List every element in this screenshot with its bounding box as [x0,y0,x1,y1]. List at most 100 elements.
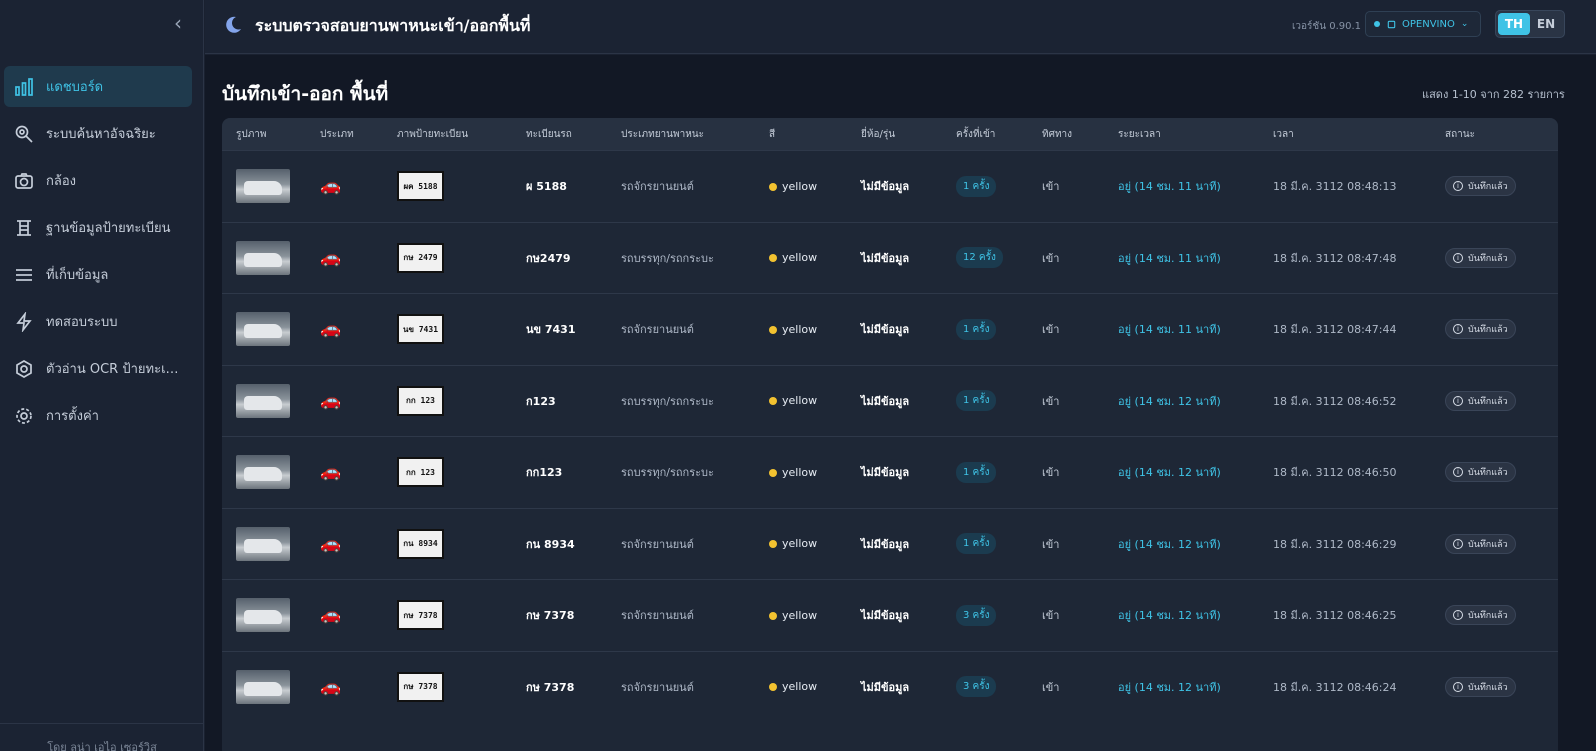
app-title: ระบบตรวจสอบยานพาหนะเข้า/ออกพื้นที่ [255,16,531,35]
info-icon: i [1453,181,1463,192]
registration-number: กก123 [526,466,563,480]
vehicle-photo[interactable] [236,169,290,204]
entry-count-badge: 1 ครั้ง [956,318,997,340]
entry-count-badge: 3 ครั้ง [956,604,997,626]
car-icon: 🚗 [320,533,342,554]
column-header: ยี่ห้อ/รุ่น [861,128,896,140]
brand-model: ไม่มีข้อมูล [861,323,910,337]
column-header: เวลา [1273,128,1294,140]
sidebar-item-smart-search[interactable]: ระบบค้นหาอัจฉริยะ [4,113,192,154]
timestamp: 18 มี.ค. 3112 08:46:29 [1273,537,1397,551]
sidebar-item-dashboard[interactable]: แดชบอร์ด [4,66,192,107]
record-count: แสดง 1-10 จาก 282 รายการ [1422,88,1565,101]
main-content: บันทึกเข้า-ออก พื้นที่ แสดง 1-10 จาก 282… [205,55,1596,751]
table-row[interactable]: 🚗 กก 123 กก123 รถบรรทุก/รถกระบะ yellow ไ… [222,436,1558,508]
plate-image[interactable]: กษ 7378 [397,671,444,702]
chevron-down-icon: ⌄ [1460,19,1469,29]
registration-number: กษ 7378 [526,609,575,623]
lang-en-button[interactable]: EN [1536,17,1556,31]
brand-model: ไม่มีข้อมูล [861,394,910,408]
table-row[interactable]: 🚗 กษ 7378 กษ 7378 รถจักรยานยนต์ yellow ไ… [222,579,1558,651]
records-table: รูปภาพ ประเภท ภาพป้ายทะเบียน ทะเบียนรถ ป… [222,118,1558,751]
page-title: บันทึกเข้า-ออก พื้นที่ [222,83,389,105]
status-label: บันทึกแล้ว [1468,253,1508,264]
sidebar-item-storage[interactable]: ที่เก็บข้อมูล [4,254,192,295]
status-badge[interactable]: i บันทึกแล้ว [1445,605,1516,626]
color-swatch-icon [769,182,777,191]
top-header: ระบบตรวจสอบยานพาหนะเข้า/ออกพื้นที่ เวอร์… [205,0,1596,54]
collapse-sidebar-button[interactable]: ‹ [174,11,182,35]
direction: เข้า [1042,180,1060,194]
vehicle-type: รถจักรยานยนต์ [621,537,694,551]
vehicle-photo[interactable] [236,240,290,275]
list-icon [14,265,34,285]
bar-chart-icon [14,77,34,97]
status-badge[interactable]: i บันทึกแล้ว [1445,533,1516,554]
direction: เข้า [1042,466,1060,480]
status-badge[interactable]: i บันทึกแล้ว [1445,462,1516,483]
direction: เข้า [1042,537,1060,551]
plate-image[interactable]: กษ 2479 [397,242,444,273]
table-row[interactable]: 🚗 กก 123 ก123 รถบรรทุก/รถกระบะ yellow ไม… [222,364,1558,437]
status-badge[interactable]: i บันทึกแล้ว [1445,319,1516,340]
vehicle-photo[interactable] [236,669,290,704]
table-row[interactable]: 🚗 กน 8934 กน 8934 รถจักรยานยนต์ yellow ไ… [222,507,1558,580]
vehicle-photo[interactable] [236,383,290,418]
sidebar-item-settings[interactable]: การตั้งค่า [4,395,192,436]
color-swatch-icon [769,540,777,549]
status-badge[interactable]: i บันทึกแล้ว [1445,247,1516,268]
table-row[interactable]: 🚗 กษ 7378 กษ 7378 รถจักรยานยนต์ yellow ไ… [222,650,1558,723]
car-icon: 🚗 [320,462,342,483]
plate-image[interactable]: กก 123 [397,385,444,416]
table-row[interactable]: 🚗 ผค 5188 ผ 5188 รถจักรยานยนต์ yellow ไม… [222,150,1558,222]
plate-image[interactable]: กษ 7378 [397,600,444,631]
sidebar-item-camera[interactable]: กล้อง [4,160,192,201]
sidebar-item-label: ตัวอ่าน OCR ป้ายทะเบี... [46,362,186,377]
vehicle-color: yellow [782,394,818,408]
table-row[interactable]: 🚗 นข 7431 นข 7431 รถจักรยานยนต์ yellow ไ… [222,293,1558,365]
language-toggle: TH EN [1495,10,1565,38]
camera-icon [14,171,34,191]
status-label: บันทึกแล้ว [1468,325,1508,336]
timestamp: 18 มี.ค. 3112 08:47:48 [1273,251,1397,265]
brand-model: ไม่มีข้อมูล [861,680,910,694]
plate-image[interactable]: ผค 5188 [397,171,444,202]
plate-image[interactable]: กก 123 [397,457,444,488]
direction: เข้า [1042,251,1060,265]
direction: เข้า [1042,323,1060,337]
duration: อยู่ (14 ชม. 12 นาที) [1118,680,1221,694]
sidebar-item-ocr-reader[interactable]: ตัวอ่าน OCR ป้ายทะเบี... [4,348,192,389]
sidebar-item-label: กล้อง [46,174,76,189]
registration-number: ผ 5188 [526,180,567,194]
status-label: บันทึกแล้ว [1468,468,1508,479]
status-badge[interactable]: i บันทึกแล้ว [1445,390,1516,411]
info-icon: i [1453,252,1463,263]
duration: อยู่ (14 ชม. 11 นาที) [1118,323,1221,337]
vehicle-type: รถบรรทุก/รถกระบะ [621,466,714,480]
duration: อยู่ (14 ชม. 11 นาที) [1118,251,1221,265]
info-icon: i [1453,467,1463,478]
brand-model: ไม่มีข้อมูล [861,609,910,623]
engine-selector[interactable]: OPENVINO ⌄ [1365,11,1481,37]
table-row[interactable]: 🚗 กษ 2479 กษ2479 รถบรรทุก/รถกระบะ yellow… [222,221,1558,294]
entry-count-badge: 12 ครั้ง [956,247,1003,269]
vehicle-color: yellow [782,465,818,479]
lang-th-button[interactable]: TH [1498,13,1530,35]
plate-image[interactable]: นข 7431 [397,314,444,345]
column-header: สี [769,128,776,140]
timestamp: 18 มี.ค. 3112 08:48:13 [1273,180,1397,194]
vehicle-photo[interactable] [236,526,290,561]
vehicle-photo[interactable] [236,312,290,347]
status-badge[interactable]: i บันทึกแล้ว [1445,176,1516,197]
duration: อยู่ (14 ชม. 11 นาที) [1118,180,1221,194]
brand-model: ไม่มีข้อมูล [861,537,910,551]
vehicle-photo[interactable] [236,598,290,633]
gear-icon [14,406,34,426]
sidebar-item-plate-database[interactable]: ฐานข้อมูลป้ายทะเบียน [4,207,192,248]
status-label: บันทึกแล้ว [1468,539,1508,550]
status-badge[interactable]: i บันทึกแล้ว [1445,676,1516,697]
sidebar-item-system-test[interactable]: ทดสอบระบบ [4,301,192,342]
vehicle-photo[interactable] [236,455,290,490]
plate-image[interactable]: กน 8934 [397,528,444,559]
color-swatch-icon [769,325,777,334]
